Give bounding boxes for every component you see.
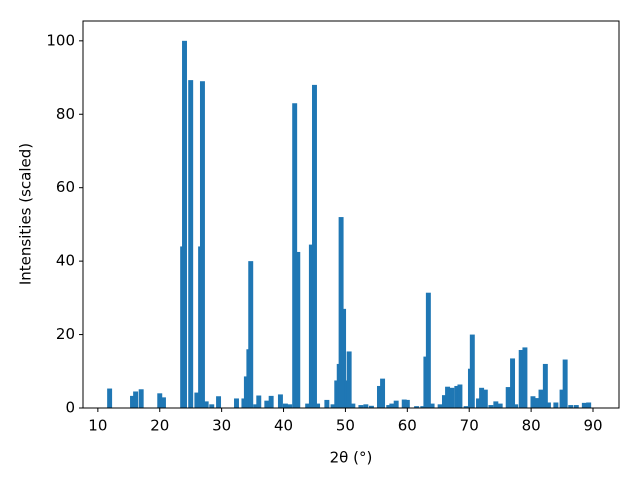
bar (479, 387, 485, 408)
bar (363, 404, 369, 408)
bar (568, 405, 574, 408)
bar (253, 404, 259, 408)
bar (130, 395, 135, 408)
bar (389, 403, 395, 408)
bar (182, 40, 187, 408)
axes-frame (82, 20, 620, 409)
bar (505, 387, 511, 408)
bar (209, 404, 215, 408)
y-tick-label: 60 (56, 178, 75, 196)
bar (386, 405, 392, 408)
y-tick-label: 20 (56, 325, 75, 343)
bar (295, 251, 301, 408)
bar (510, 358, 516, 408)
bar (463, 406, 469, 408)
bar (194, 392, 200, 408)
bar (305, 403, 311, 408)
bar (562, 359, 568, 408)
bar (138, 389, 144, 408)
x-axis-label: 2θ (°) (330, 449, 373, 467)
bar (308, 244, 314, 408)
bar (454, 385, 460, 408)
bar (324, 399, 330, 408)
bar (401, 399, 407, 408)
bar (553, 402, 559, 408)
bar (393, 400, 399, 408)
bar (534, 398, 540, 408)
bar (420, 406, 426, 408)
y-tick-label: 100 (46, 31, 75, 49)
y-axis-label: Intensities (scaled) (17, 143, 35, 285)
bar (441, 395, 447, 408)
bar (368, 405, 374, 408)
x-tick-label: 60 (398, 417, 417, 435)
bar (522, 347, 528, 408)
bar (248, 261, 254, 408)
x-tick-label: 30 (212, 417, 231, 435)
bar (429, 403, 435, 408)
bar (344, 380, 350, 408)
bar (414, 406, 420, 408)
bar (513, 404, 519, 408)
bar (482, 389, 488, 408)
x-tick-label: 80 (522, 417, 541, 435)
bar (437, 404, 443, 408)
bar (216, 396, 222, 408)
bar (268, 395, 274, 408)
x-tick-label: 10 (88, 417, 107, 435)
bar (287, 404, 293, 408)
bar (256, 395, 262, 408)
bar (545, 402, 551, 408)
bar (457, 384, 463, 408)
bar (449, 387, 455, 408)
bar (341, 308, 347, 408)
bar (312, 84, 317, 408)
x-tick-label: 40 (274, 417, 293, 435)
bar (404, 399, 410, 408)
bar (203, 401, 209, 408)
bar (330, 404, 336, 408)
x-tick-label: 70 (460, 417, 479, 435)
bar (469, 334, 475, 408)
x-tick-label: 90 (583, 417, 602, 435)
y-tick-label: 0 (65, 399, 75, 417)
bar (542, 363, 548, 408)
bar (518, 349, 524, 408)
bar (573, 405, 579, 408)
bar (133, 391, 139, 408)
bar (346, 351, 352, 408)
bar (425, 292, 431, 408)
x-tick-label: 50 (336, 417, 355, 435)
x-tick-label: 20 (150, 417, 169, 435)
bar (157, 393, 163, 408)
bar (380, 378, 386, 408)
bar (107, 388, 113, 408)
bar (188, 80, 194, 408)
plot-area (107, 40, 592, 409)
bar (538, 389, 544, 408)
y-tick-label: 40 (56, 252, 75, 270)
bar (358, 405, 364, 408)
bar (530, 396, 536, 408)
bar (476, 398, 481, 408)
bar (160, 397, 166, 408)
bar (445, 386, 451, 408)
bar (488, 405, 494, 408)
bar (199, 81, 205, 409)
bar (493, 401, 499, 408)
bar (315, 403, 321, 408)
bar (350, 403, 356, 408)
y-tick-label: 80 (56, 105, 75, 123)
bar (376, 385, 382, 408)
bar (282, 403, 288, 408)
bar (292, 103, 298, 409)
bar (264, 400, 270, 408)
bar (559, 389, 565, 408)
bar (234, 398, 239, 408)
bar (581, 402, 587, 408)
bar (586, 402, 592, 408)
bar (497, 403, 503, 408)
bar (277, 394, 283, 408)
